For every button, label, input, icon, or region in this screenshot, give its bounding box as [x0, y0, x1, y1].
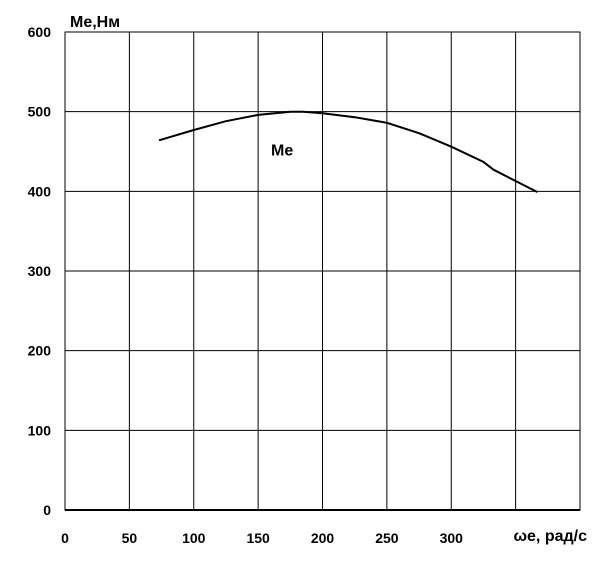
- series-group: Ме: [158, 110, 538, 193]
- x-tick-label: 300: [440, 530, 464, 546]
- x-tick-label: 200: [311, 530, 335, 546]
- x-tick-label: 150: [246, 530, 270, 546]
- x-axis-ticks: 0 50 100 150 200 250 300: [61, 530, 463, 546]
- y-axis-ticks: 0 100 200 300 400 500 600: [28, 24, 52, 518]
- y-tick-label: 0: [43, 502, 51, 518]
- plot-frame: [64, 31, 581, 511]
- x-tick-label: 250: [375, 530, 399, 546]
- y-tick-label: 600: [28, 24, 52, 40]
- y-tick-label: 400: [28, 183, 52, 199]
- y-tick-label: 500: [28, 104, 52, 120]
- y-tick-label: 200: [28, 343, 52, 359]
- x-tick-label: 100: [182, 530, 206, 546]
- y-tick-label: 300: [28, 263, 52, 279]
- y-tick-label: 100: [28, 422, 52, 438]
- grid-lines: [64, 31, 581, 511]
- y-axis-title: Ме,Нм: [70, 14, 120, 31]
- series-line-me: [158, 110, 538, 193]
- x-axis-title: ωe, рад/с: [514, 528, 588, 545]
- x-tick-label: 50: [122, 530, 138, 546]
- series-label-me: Ме: [271, 142, 293, 159]
- x-tick-label: 0: [61, 530, 69, 546]
